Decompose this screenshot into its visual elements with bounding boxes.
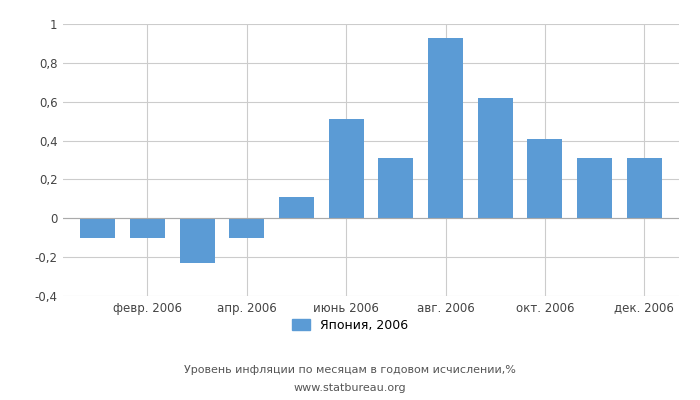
Bar — [80, 218, 116, 238]
Bar — [428, 38, 463, 218]
Bar — [279, 197, 314, 218]
Bar — [130, 218, 164, 238]
Bar — [329, 119, 363, 218]
Bar — [379, 158, 413, 218]
Bar — [478, 98, 512, 218]
Bar — [626, 158, 662, 218]
Bar — [578, 158, 612, 218]
Bar — [528, 139, 562, 218]
Text: www.statbureau.org: www.statbureau.org — [294, 383, 406, 393]
Bar — [230, 218, 264, 238]
Bar — [180, 218, 214, 263]
Text: Уровень инфляции по месяцам в годовом исчислении,%: Уровень инфляции по месяцам в годовом ис… — [184, 365, 516, 375]
Legend: Япония, 2006: Япония, 2006 — [292, 319, 408, 332]
